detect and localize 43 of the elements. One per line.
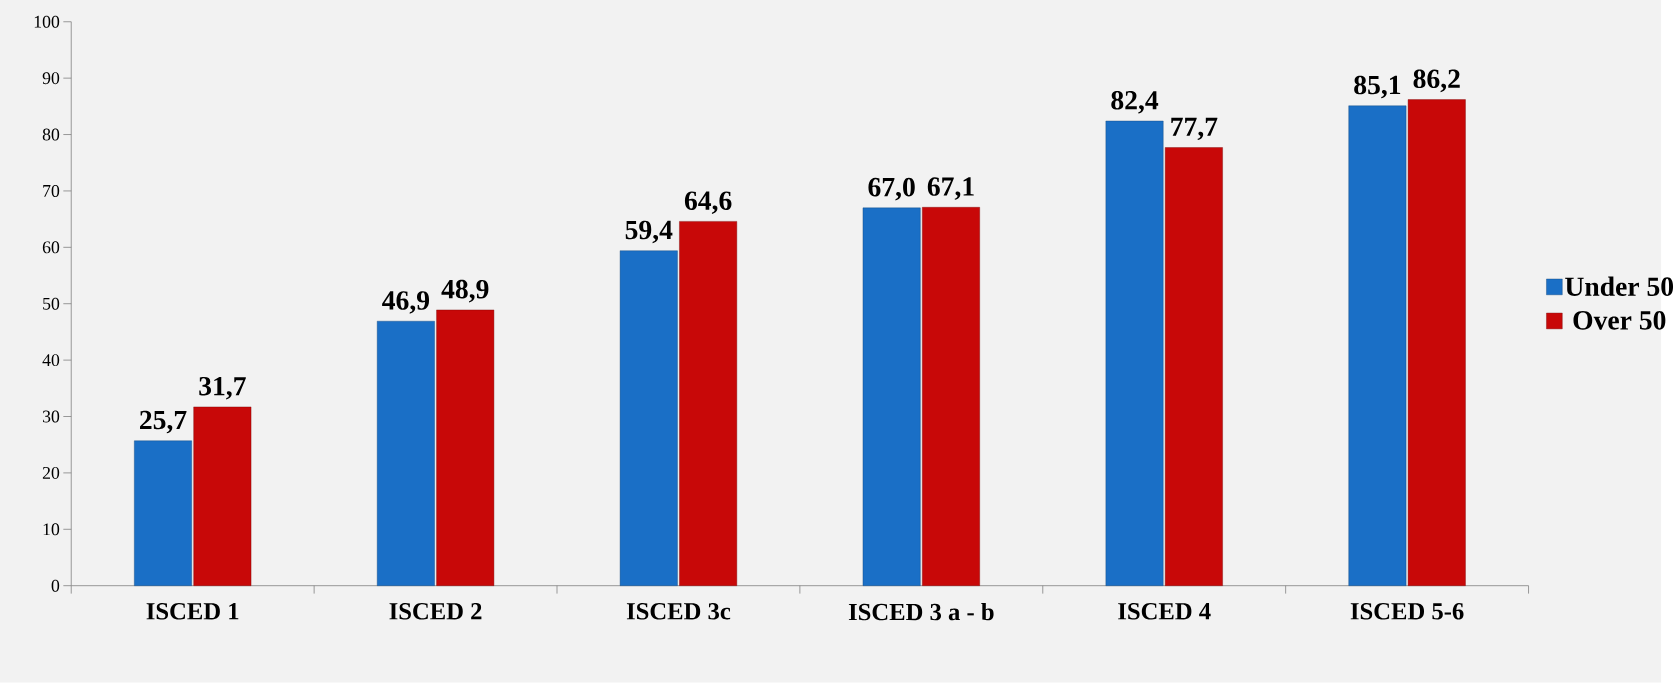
x-tick-label: ISCED 1 <box>146 603 239 620</box>
legend-label: Over 50 <box>1573 311 1666 330</box>
bar <box>679 221 738 587</box>
data-label: 64,6 <box>684 191 732 215</box>
legend-label: Under 50 <box>1565 276 1674 297</box>
bar <box>1165 147 1223 587</box>
y-tick-label: 30 <box>42 410 60 423</box>
x-tick-label: ISCED 3c <box>626 603 731 620</box>
data-label: 77,7 <box>1171 117 1218 141</box>
data-label: 25,7 <box>140 410 187 434</box>
data-label: 82,4 <box>1111 91 1159 114</box>
data-label: 67,0 <box>868 177 915 201</box>
data-label: 67,1 <box>927 177 974 201</box>
data-label: 48,9 <box>441 280 489 303</box>
bar <box>377 321 435 587</box>
y-tick-label: 50 <box>43 297 60 310</box>
y-tick-label: 80 <box>42 128 60 141</box>
bar <box>1105 120 1164 587</box>
y-tick-label: 100 <box>34 15 60 28</box>
y-tick-label: 70 <box>43 185 60 198</box>
bar <box>134 440 192 587</box>
bar <box>193 406 252 587</box>
x-tick-label: ISCED 5-6 <box>1350 603 1464 620</box>
bar <box>862 207 921 587</box>
bar <box>922 207 980 587</box>
data-label: 46,9 <box>382 291 430 314</box>
data-label: 86,2 <box>1413 69 1460 93</box>
y-tick-label: 10 <box>43 523 60 536</box>
y-tick-label: 40 <box>42 354 60 367</box>
bar <box>619 250 678 587</box>
bar <box>436 309 495 587</box>
x-tick-label: ISCED 3 a - b <box>848 603 994 621</box>
x-tick-label: ISCED 4 <box>1118 603 1211 620</box>
y-tick-label: 60 <box>42 241 60 254</box>
data-label: 85,1 <box>1354 75 1401 99</box>
data-label: 59,4 <box>625 220 673 244</box>
x-tick-label: ISCED 2 <box>389 603 482 620</box>
y-tick-label: 20 <box>42 467 60 480</box>
bar <box>1348 105 1407 587</box>
y-tick-label: 0 <box>51 579 60 592</box>
bar <box>1407 99 1466 587</box>
y-tick-label: 90 <box>42 72 60 85</box>
data-label: 31,7 <box>199 377 246 400</box>
